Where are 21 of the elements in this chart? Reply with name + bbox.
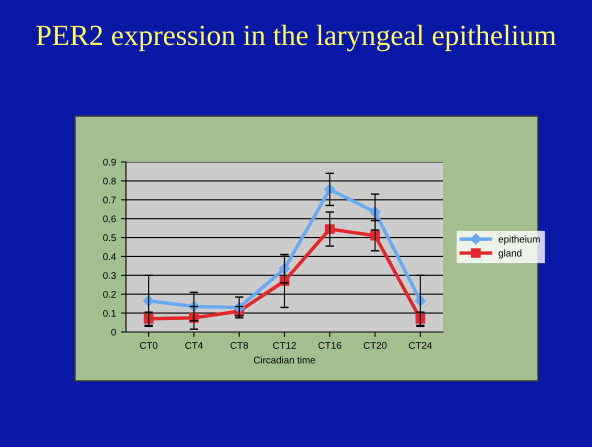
y-tick-label: 0.6 (103, 215, 116, 222)
chart-title: PER2 expression in the laryngeal epithelium (36, 24, 556, 52)
y-tick-label: 0.2 (103, 290, 116, 298)
x-tick-label: CT0 (140, 342, 158, 349)
y-tick-label: 0.9 (103, 158, 116, 166)
y-tick-label: 0.7 (103, 196, 116, 204)
y-tick-label: 0.4 (103, 253, 116, 260)
y-tick-label: 0.1 (103, 310, 116, 317)
x-tick-label: CT20 (364, 342, 387, 349)
x-tick-label: CT8 (230, 342, 248, 349)
y-tick-label: 0.5 (103, 234, 116, 242)
y-tick-label: 0.3 (103, 272, 116, 279)
legend-label: gland (498, 249, 522, 258)
x-tick-label: CT16 (318, 342, 342, 349)
x-tick-label: CT4 (185, 342, 203, 349)
y-tick-label: 0 (111, 328, 116, 336)
x-tick-label: CT12 (273, 342, 296, 349)
x-tick-label: CT24 (408, 342, 432, 349)
y-tick-label: 0.8 (103, 178, 116, 185)
legend-label: epitheium (498, 236, 540, 245)
x-axis-title: Circadian time (254, 356, 316, 364)
